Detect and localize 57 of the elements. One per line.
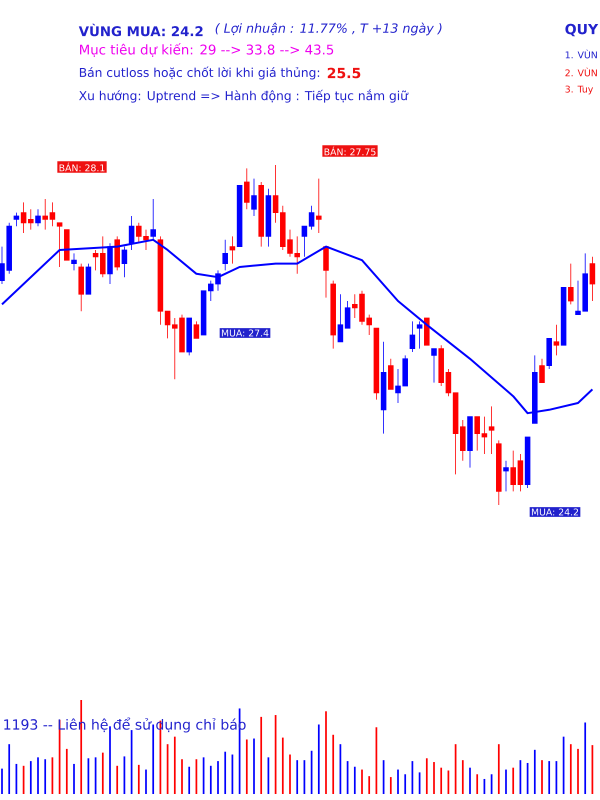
candlestick xyxy=(410,320,416,352)
text: Bán cutloss hoặc chốt lời khi giá thủng: xyxy=(80,66,320,80)
text: 25.5 xyxy=(328,68,360,78)
candlestick xyxy=(590,256,596,302)
candlestick xyxy=(56,222,62,268)
candlestick xyxy=(338,294,344,342)
candlestick xyxy=(488,406,494,454)
candlestick xyxy=(380,341,386,434)
candlestick xyxy=(64,229,70,261)
text: Xu hướng: Uptrend => Hành động : Tiếp tục nắm giữ xyxy=(79,89,408,103)
candlestick xyxy=(344,300,350,329)
candlestick xyxy=(107,242,113,284)
candlestick xyxy=(388,358,394,390)
candlestick xyxy=(194,320,200,339)
candlestick xyxy=(114,236,120,271)
text: MUA: 24.2 xyxy=(532,508,578,516)
candlestick xyxy=(539,358,545,383)
candlestick xyxy=(186,318,192,356)
chart-subtitle: ( Lợi nhuận : 11.77% , T +13 ngày ) xyxy=(216,22,442,36)
candlestick xyxy=(308,205,314,230)
candlestick xyxy=(222,239,228,271)
candlestick xyxy=(560,286,566,346)
candlestick xyxy=(416,320,422,349)
candlestick xyxy=(251,178,257,216)
text: 2. VÙN xyxy=(565,68,597,76)
candlestick xyxy=(431,348,437,383)
candlestick xyxy=(122,246,128,278)
candlestick xyxy=(158,236,164,326)
annotation: MUA: 27.4 xyxy=(222,329,268,337)
candlestick xyxy=(78,263,84,312)
candlestick xyxy=(524,436,530,488)
text: QUY xyxy=(565,24,598,36)
candlestick xyxy=(35,208,41,227)
annotation: BÁN: 28.1 xyxy=(60,162,104,172)
candlestick xyxy=(554,324,560,356)
candlestick xyxy=(374,328,380,400)
candlestick xyxy=(568,263,574,305)
candlestick xyxy=(230,236,236,264)
candlestick xyxy=(323,246,329,298)
text: 3. Tuy xyxy=(565,86,594,94)
candlestick xyxy=(244,168,250,210)
candlestick xyxy=(424,318,430,346)
candlestick xyxy=(14,212,20,227)
text: 1. VÙN xyxy=(566,50,597,58)
text: BÁN: 27.75 xyxy=(324,146,376,156)
candlestick xyxy=(496,440,502,506)
chart-title: VÙNG MUA: 24.2 xyxy=(78,24,203,36)
text: Mục tiêu dự kiến: 29 --> 33.8 --> 43.5 xyxy=(80,43,334,57)
candlestick xyxy=(86,263,92,295)
candlestick xyxy=(71,252,77,271)
candlestick xyxy=(258,182,264,247)
candlestick xyxy=(467,416,473,468)
candlestick xyxy=(503,460,509,492)
candlestick xyxy=(236,184,242,247)
candlestick xyxy=(546,338,552,370)
candlestick xyxy=(330,280,336,349)
candlestick xyxy=(266,188,272,247)
